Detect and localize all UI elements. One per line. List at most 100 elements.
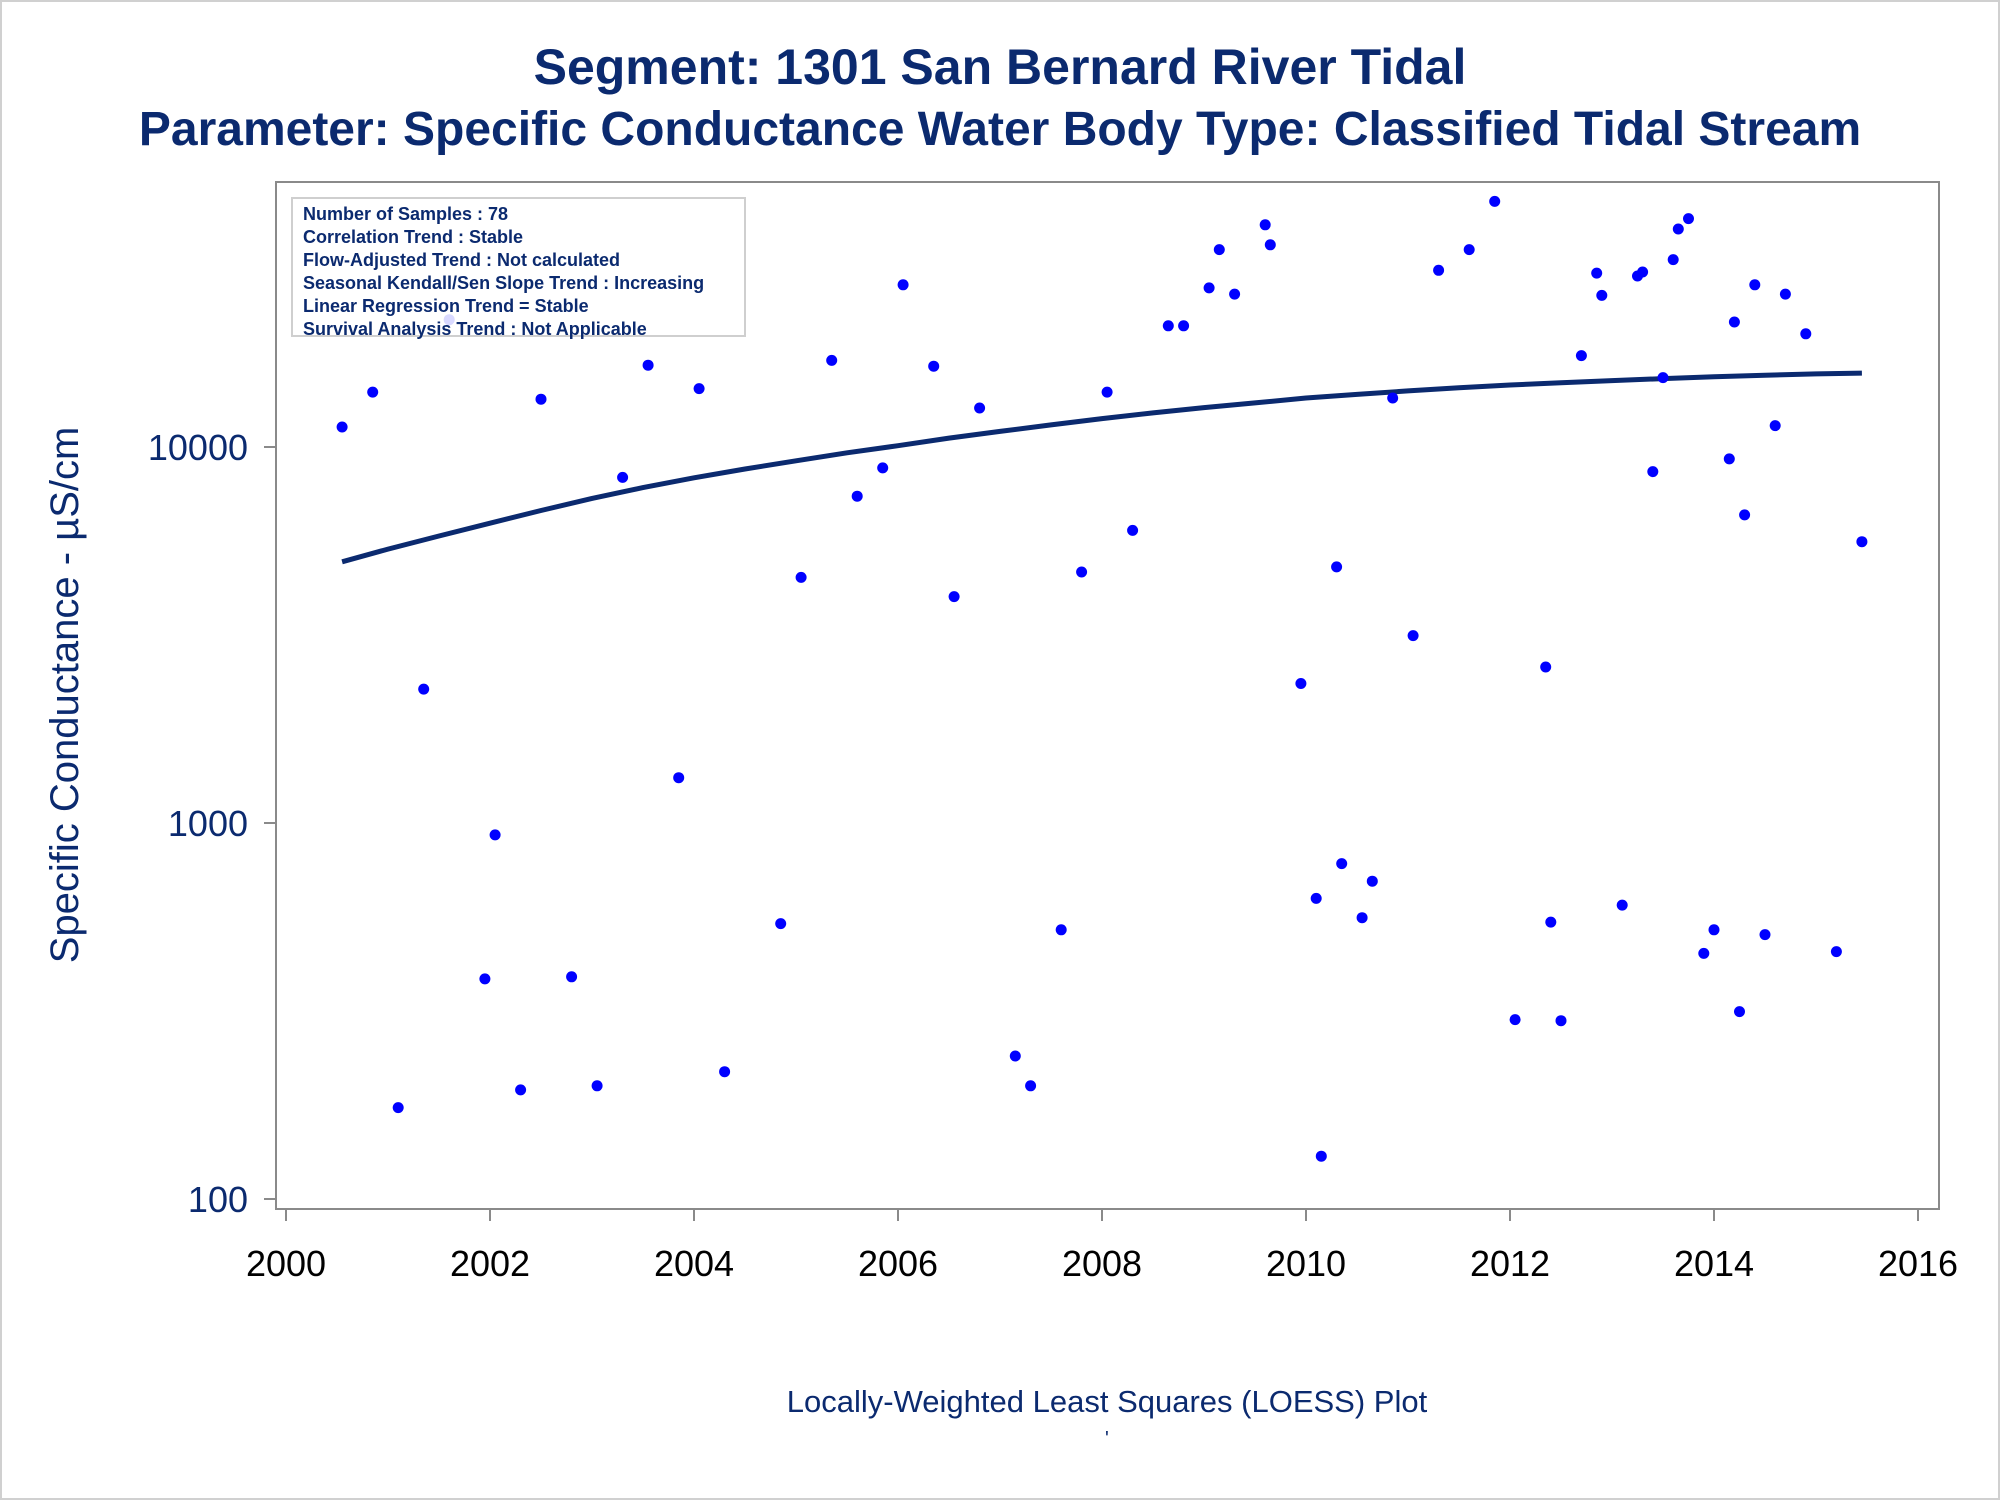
points-layer bbox=[336, 195, 1868, 1162]
data-point bbox=[1667, 254, 1679, 266]
y-tick-label: 10000 bbox=[148, 427, 248, 468]
data-point bbox=[1259, 219, 1271, 231]
loess-layer bbox=[341, 370, 1862, 565]
data-point bbox=[1162, 320, 1174, 332]
data-point bbox=[1728, 316, 1740, 328]
data-point bbox=[693, 383, 705, 395]
data-point bbox=[974, 402, 986, 414]
data-point bbox=[928, 360, 940, 372]
data-point bbox=[948, 591, 960, 603]
data-point bbox=[1723, 453, 1735, 465]
data-point bbox=[1229, 288, 1241, 300]
data-point bbox=[1213, 244, 1225, 256]
y-tick-label: 1000 bbox=[168, 803, 248, 844]
data-point bbox=[1779, 288, 1791, 300]
data-point bbox=[1366, 875, 1378, 887]
data-point bbox=[1509, 1014, 1521, 1026]
data-point bbox=[1708, 924, 1720, 936]
data-point bbox=[418, 683, 430, 695]
data-point bbox=[719, 1066, 731, 1078]
data-point bbox=[1830, 946, 1842, 958]
data-point bbox=[1540, 661, 1552, 673]
data-point bbox=[591, 1080, 603, 1092]
data-point bbox=[1055, 924, 1067, 936]
data-point bbox=[1433, 264, 1445, 276]
data-point bbox=[1596, 289, 1608, 301]
data-point bbox=[673, 772, 685, 784]
data-point bbox=[1407, 630, 1419, 642]
data-point bbox=[336, 421, 348, 433]
data-point bbox=[1698, 947, 1710, 959]
data-point bbox=[1800, 328, 1812, 340]
data-point bbox=[1356, 912, 1368, 924]
data-point bbox=[775, 918, 787, 930]
data-point bbox=[1616, 899, 1628, 911]
data-point bbox=[1734, 1006, 1745, 1018]
trend-info-box: Number of Samples : 78 Correlation Trend… bbox=[291, 197, 746, 339]
info-flow-adjusted-trend: Flow-Adjusted Trend : Not calculated bbox=[303, 250, 621, 270]
data-point bbox=[1331, 561, 1343, 573]
info-survival-analysis-trend: Survival Analysis Trend : Not Applicable bbox=[303, 319, 647, 339]
data-point bbox=[1025, 1080, 1037, 1092]
data-point bbox=[1076, 566, 1088, 578]
data-point bbox=[1575, 350, 1587, 362]
data-point bbox=[1310, 892, 1322, 904]
chart-title: Segment: 1301 San Bernard River Tidal bbox=[533, 39, 1467, 95]
y-axis-label: Specific Conductance - µS/cm bbox=[43, 427, 87, 964]
data-point bbox=[1315, 1150, 1327, 1162]
data-point bbox=[1127, 524, 1139, 536]
x-tick-label: 2000 bbox=[246, 1243, 326, 1284]
data-point bbox=[617, 471, 629, 483]
data-point bbox=[897, 279, 909, 291]
data-point bbox=[1749, 279, 1761, 291]
x-tick-label: 2006 bbox=[858, 1243, 938, 1284]
data-point bbox=[1101, 386, 1113, 398]
info-correlation-trend: Correlation Trend : Stable bbox=[303, 227, 524, 247]
data-point bbox=[367, 386, 379, 398]
data-point bbox=[1657, 372, 1669, 384]
data-point bbox=[1739, 509, 1751, 521]
info-sample-count: Number of Samples : 78 bbox=[303, 204, 509, 224]
data-point bbox=[1647, 466, 1659, 478]
data-point bbox=[1295, 678, 1307, 689]
x-tick-label: 2016 bbox=[1878, 1243, 1958, 1284]
data-point bbox=[515, 1084, 527, 1096]
data-point bbox=[851, 490, 863, 502]
info-seasonal-kendall-trend: Seasonal Kendall/Sen Slope Trend : Incre… bbox=[303, 273, 705, 293]
data-point bbox=[1264, 239, 1276, 251]
data-point bbox=[1489, 195, 1501, 207]
data-point bbox=[1387, 392, 1399, 404]
loess-curve bbox=[341, 370, 1862, 565]
y-tick-label: 100 bbox=[188, 1179, 248, 1220]
data-point bbox=[642, 359, 654, 371]
info-linear-regression-trend: Linear Regression Trend = Stable bbox=[303, 296, 589, 316]
data-point bbox=[1769, 420, 1781, 432]
x-tick-label: 2010 bbox=[1266, 1243, 1346, 1284]
x-tick-label: 2008 bbox=[1062, 1243, 1142, 1284]
data-point bbox=[535, 393, 547, 405]
x-tick-label: 2014 bbox=[1674, 1243, 1754, 1284]
data-point bbox=[566, 971, 578, 983]
data-point bbox=[1591, 267, 1603, 279]
footnote-mark: ' bbox=[1105, 1428, 1109, 1450]
data-point bbox=[1009, 1050, 1021, 1062]
chart-subtitle: Parameter: Specific Conductance Water Bo… bbox=[138, 103, 1862, 156]
data-point bbox=[1637, 266, 1649, 278]
y-axis: 100 1000 10000 bbox=[148, 182, 277, 1220]
data-point bbox=[1203, 282, 1215, 294]
data-point bbox=[1672, 223, 1684, 235]
x-tick-label: 2012 bbox=[1470, 1243, 1550, 1284]
data-point bbox=[1856, 536, 1868, 548]
data-point bbox=[795, 571, 807, 583]
x-tick-label: 2002 bbox=[450, 1243, 530, 1284]
data-point bbox=[1683, 213, 1694, 225]
x-axis: 2000 2002 2004 2006 2008 2010 2012 2014 2016 bbox=[246, 1208, 1958, 1284]
data-point bbox=[1759, 929, 1771, 941]
x-tick-label: 2004 bbox=[654, 1243, 734, 1284]
x-axis-label: Locally-Weighted Least Squares (LOESS) P… bbox=[787, 1384, 1428, 1419]
data-point bbox=[877, 462, 889, 474]
data-point bbox=[826, 354, 838, 366]
data-point bbox=[1555, 1015, 1567, 1027]
data-point bbox=[1178, 320, 1190, 332]
